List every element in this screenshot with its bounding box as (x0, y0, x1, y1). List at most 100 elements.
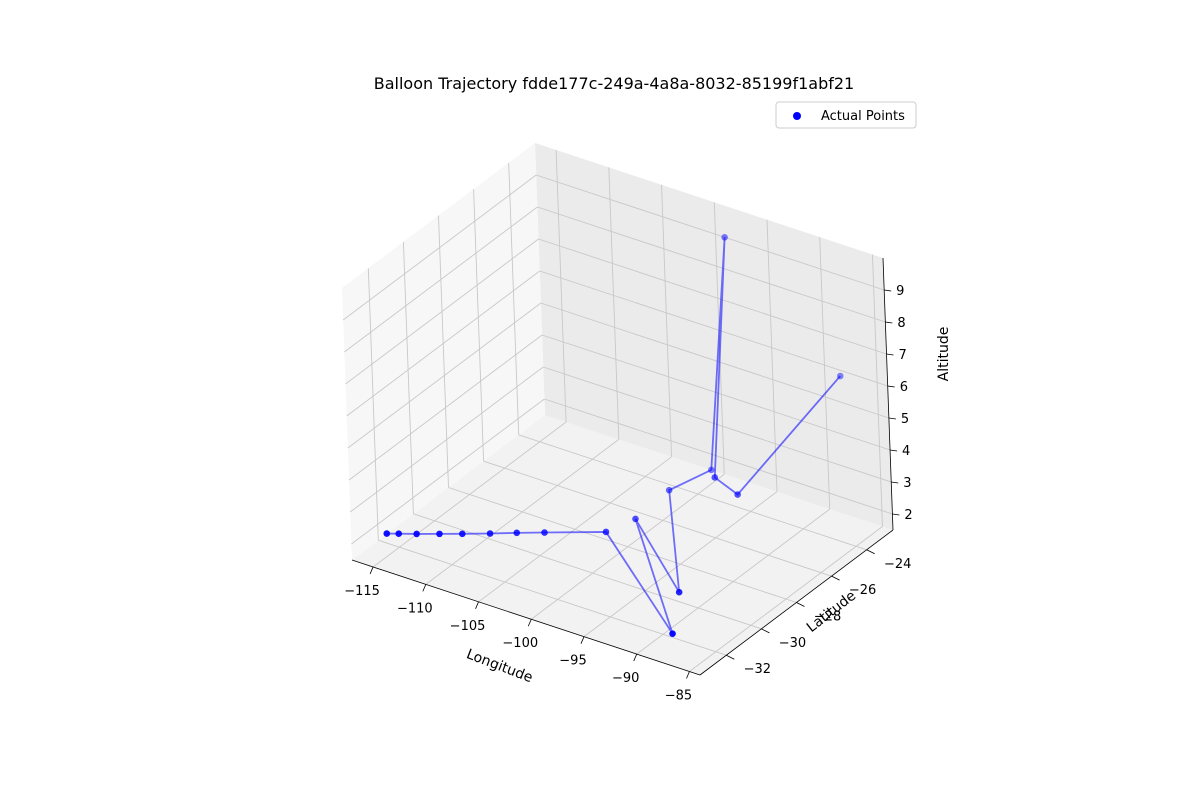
z-tick-label: 9 (896, 284, 904, 299)
y-tick-mark (726, 654, 735, 660)
z-tick-mark (888, 417, 896, 420)
grid-line-z-side (348, 334, 543, 481)
data-point (734, 491, 741, 498)
z-tick-label: 4 (902, 444, 910, 459)
z-tick-mark (887, 385, 895, 388)
data-point (711, 474, 719, 481)
data-point (413, 530, 420, 538)
x-tick-label: −110 (397, 601, 433, 616)
y-tick-mark (796, 602, 805, 607)
grid-line-z-back (544, 398, 893, 515)
y-axis-label: Latitude (804, 588, 859, 636)
x-tick-label: −115 (344, 584, 380, 599)
grid-line-z-side (342, 174, 537, 321)
legend: Actual Points (775, 101, 917, 129)
grid-line-y-floor (448, 487, 797, 603)
legend-label: Actual Points (821, 109, 905, 124)
grid-line-z-back (536, 174, 885, 291)
y-tick-label: −26 (849, 583, 876, 598)
data-point (486, 530, 494, 537)
z-tick-mark (890, 449, 898, 452)
data-point (459, 530, 466, 538)
x-tick-mark (422, 584, 427, 592)
x-tick-label: −90 (612, 671, 639, 686)
trajectory-path (386, 237, 841, 635)
z-tick-mark (884, 289, 892, 292)
grid-line-z-side (346, 270, 540, 417)
grid-line-x-back (555, 149, 567, 422)
x-tick-mark (475, 601, 479, 609)
grid-line-x-back (661, 184, 672, 457)
z-tick-mark (891, 481, 899, 484)
y-tick-label: −28 (814, 610, 841, 625)
legend-marker (793, 112, 801, 120)
grid-line-y-floor (378, 539, 727, 656)
grid-line-y-side (508, 162, 520, 435)
z-tick-mark (886, 353, 894, 356)
x-tick-label: −95 (559, 654, 586, 669)
x-tick-mark (633, 653, 638, 662)
data-point (602, 528, 610, 536)
z-tick-label: 5 (901, 412, 909, 427)
data-point (675, 588, 683, 596)
z-tick-label: 3 (903, 476, 911, 491)
z-tick-mark (892, 513, 900, 516)
grid-line-y-side (402, 241, 414, 514)
z-axis-line (882, 257, 894, 531)
trajectory-line (386, 237, 841, 635)
grid-line-y-floor (518, 434, 867, 551)
y-tick-mark (761, 628, 770, 634)
grid-line-y-floor (483, 460, 832, 577)
y-tick-label: −32 (744, 662, 771, 677)
grid-line-z-back (540, 302, 890, 419)
x-tick-mark (369, 566, 374, 575)
grid-line-z-side (351, 398, 545, 545)
data-points (383, 233, 844, 637)
x-tick-label: −85 (665, 689, 692, 704)
grid-line-y-side (367, 268, 379, 541)
z-axis-label: Altitude (936, 327, 952, 382)
grid-line-z-side (345, 238, 539, 385)
x-tick-label: −105 (450, 619, 486, 634)
z-tick-label: 2 (904, 508, 912, 523)
data-point (395, 530, 403, 537)
grid-line-z-back (538, 238, 887, 355)
y-tick-label: −24 (884, 557, 911, 572)
z-tick-label: 8 (897, 316, 905, 331)
x-tick-mark (686, 671, 690, 679)
x-tick-label: −100 (502, 636, 538, 651)
data-point (383, 530, 391, 537)
grid-line-z-back (537, 206, 886, 323)
y-tick-mark (866, 549, 875, 555)
data-point (665, 486, 673, 494)
data-point (632, 515, 639, 523)
data-point (541, 529, 548, 536)
grid-line-z-side (349, 366, 544, 513)
z-tick-label: 6 (900, 380, 908, 395)
x-tick-mark (580, 636, 585, 644)
data-point (669, 630, 676, 637)
grid-line-x-back (872, 254, 883, 527)
legend-box (775, 101, 917, 129)
data-point (436, 530, 443, 538)
grid-line-y-side (473, 189, 485, 462)
grid-line-z-side (347, 302, 542, 449)
chart-title: Balloon Trajectory fdde177c-249a-4a8a-80… (374, 74, 854, 93)
data-point (721, 233, 728, 241)
z-tick-mark (885, 321, 893, 324)
grid-line-x-back (766, 219, 778, 492)
x-tick-mark (527, 619, 532, 627)
grid-line-y-side (438, 215, 449, 488)
grid-line-x-back (819, 237, 831, 510)
grid-line-z-back (539, 270, 888, 387)
data-point (513, 529, 521, 537)
x-axis-line (351, 559, 701, 676)
y-tick-mark (831, 575, 840, 581)
data-point (707, 466, 715, 474)
grid-line-z-side (344, 206, 538, 353)
back-pane (535, 143, 893, 530)
grid-line-x-back (608, 167, 620, 440)
z-tick-label: 7 (899, 348, 907, 363)
